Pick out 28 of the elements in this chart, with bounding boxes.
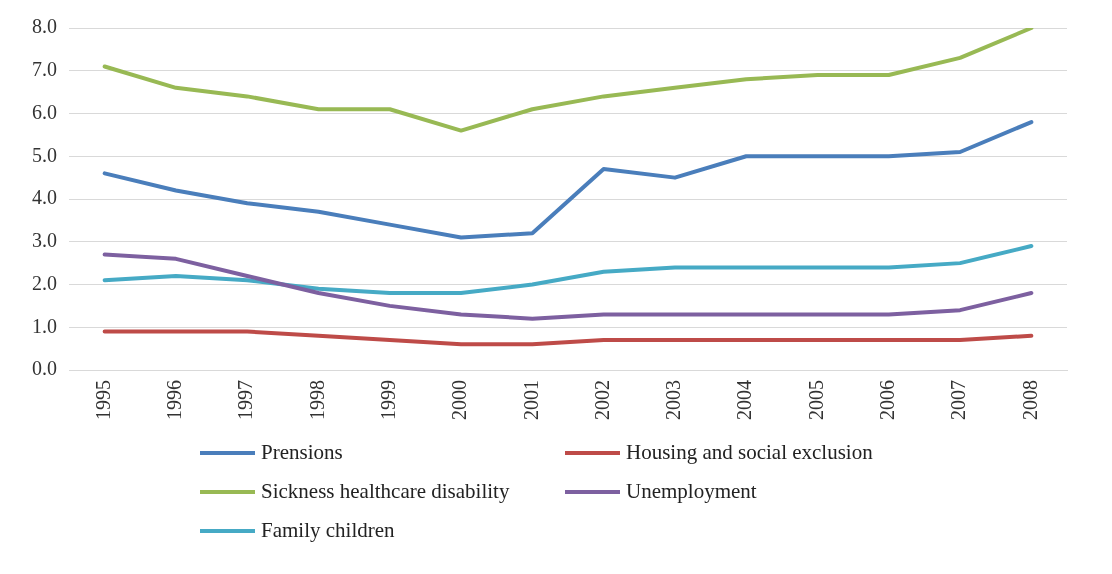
y-tick-label: 2.0	[32, 271, 57, 294]
y-tick-label: 3.0	[32, 229, 57, 251]
legend-label: Family children	[261, 518, 395, 543]
x-tick-label: 1999	[377, 380, 400, 420]
x-tick-label: 2008	[1018, 380, 1041, 420]
legend-label: Housing and social exclusion	[626, 440, 873, 465]
y-tick-label: 1.0	[32, 314, 57, 337]
legend-label: Sickness healthcare disability	[261, 479, 510, 504]
y-tick-label: 8.0	[32, 15, 57, 38]
x-tick-label: 2003	[662, 380, 685, 420]
y-tick-label: 7.0	[32, 58, 57, 80]
y-tick-label: 4.0	[32, 186, 57, 209]
x-tick-label: 1997	[234, 380, 257, 420]
y-tick-label: 5.0	[32, 143, 57, 166]
x-tick-label: 2001	[519, 380, 542, 420]
legend-label: Prensions	[261, 440, 343, 465]
x-tick-label: 2004	[733, 380, 756, 420]
x-tick-label: 2000	[448, 380, 471, 420]
x-tick-label: 1996	[163, 380, 186, 420]
x-tick-label: 2005	[804, 380, 827, 420]
legend-label: Unemployment	[626, 479, 757, 504]
x-tick-label: 1995	[91, 380, 114, 420]
y-tick-label: 6.0	[32, 100, 57, 123]
x-tick-label: 2002	[590, 380, 613, 420]
x-tick-label: 2007	[947, 380, 970, 420]
x-tick-label: 1998	[305, 380, 328, 420]
y-tick-label: 0.0	[32, 357, 57, 380]
x-tick-label: 2006	[876, 380, 899, 420]
